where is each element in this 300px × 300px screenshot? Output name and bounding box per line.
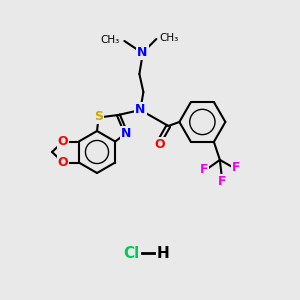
Text: F: F bbox=[232, 161, 240, 174]
Text: N: N bbox=[121, 127, 131, 140]
Text: H: H bbox=[157, 245, 170, 260]
Text: O: O bbox=[58, 156, 68, 169]
Text: S: S bbox=[94, 110, 103, 123]
Text: Cl: Cl bbox=[124, 245, 140, 260]
Text: O: O bbox=[154, 139, 165, 152]
Text: CH₃: CH₃ bbox=[100, 35, 119, 45]
Text: F: F bbox=[218, 176, 226, 188]
Text: N: N bbox=[137, 46, 148, 59]
Text: N: N bbox=[135, 103, 146, 116]
Text: F: F bbox=[200, 164, 208, 176]
Text: O: O bbox=[58, 135, 68, 148]
Text: CH₃: CH₃ bbox=[159, 33, 178, 43]
